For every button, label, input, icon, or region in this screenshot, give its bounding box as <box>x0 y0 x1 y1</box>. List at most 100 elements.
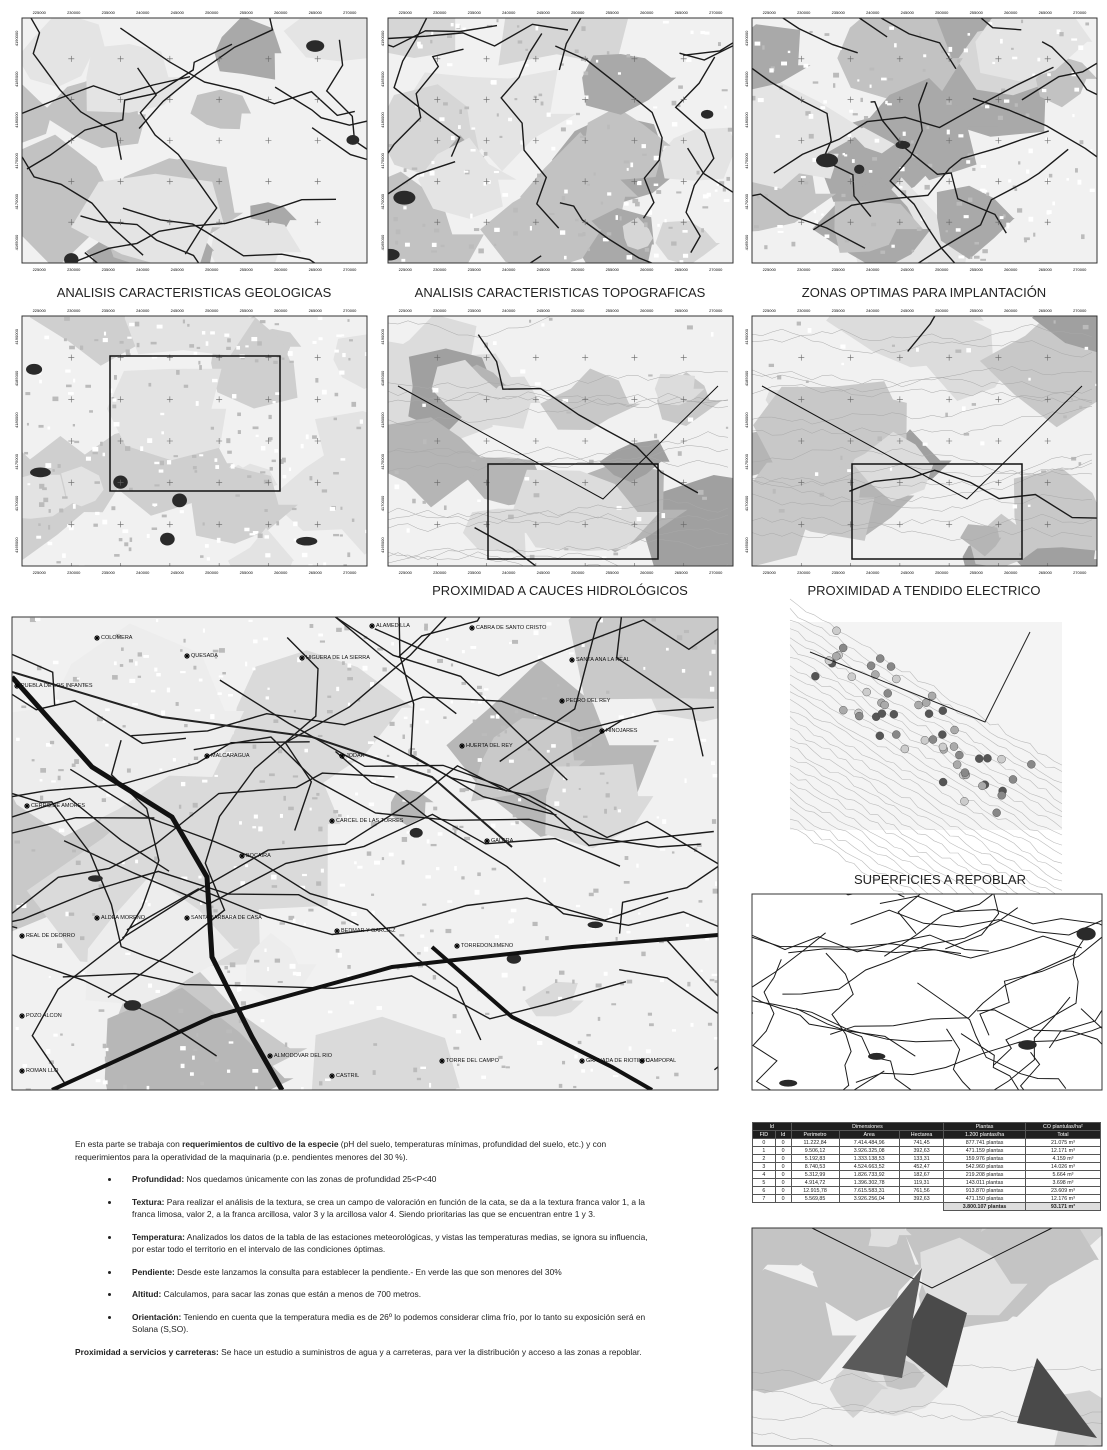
coord-label: 4170000 <box>380 495 385 511</box>
speckle <box>319 1081 322 1085</box>
speckle <box>1021 20 1023 24</box>
coord-label: 235000 <box>102 308 116 313</box>
closing-text: Se hace un estudio a suministros de agua… <box>219 1347 642 1357</box>
speckle <box>1029 217 1034 222</box>
speckle <box>412 167 417 169</box>
speckle <box>202 780 207 783</box>
speckle <box>420 1067 426 1069</box>
plot-point <box>939 707 947 715</box>
speckle <box>517 25 519 27</box>
criterion: Textura: Para realizar el análisis de la… <box>120 1196 657 1221</box>
speckle <box>870 85 872 88</box>
speckle <box>430 171 435 176</box>
speckle <box>493 341 497 345</box>
speckle <box>1017 208 1022 212</box>
speckle <box>275 959 280 963</box>
cell: 21.075 m³ <box>1025 1139 1100 1147</box>
coord-label: 235000 <box>102 10 116 15</box>
speckle <box>304 923 306 926</box>
speckle <box>325 1079 331 1082</box>
speckle <box>229 1041 234 1043</box>
coord-label: 4190000 <box>14 30 19 46</box>
speckle <box>422 404 426 407</box>
speckle <box>887 103 892 105</box>
water-body <box>1077 927 1096 940</box>
speckle <box>964 215 969 218</box>
speckle <box>891 245 894 248</box>
coord-label: 240000 <box>136 10 150 15</box>
speckle <box>541 323 544 326</box>
speckle <box>966 348 971 352</box>
speckle <box>660 978 664 982</box>
coord-label: 4180000 <box>14 112 19 128</box>
speckle <box>583 816 587 818</box>
speckle <box>338 814 342 817</box>
speckle <box>91 566 97 570</box>
speckle <box>927 126 930 129</box>
speckle <box>871 223 876 226</box>
criterion-label: Altitud: <box>132 1289 161 1299</box>
speckle <box>1059 32 1063 36</box>
speckle <box>671 241 676 245</box>
speckle <box>471 460 475 462</box>
coord-label: 4185000 <box>380 71 385 87</box>
speckle <box>711 332 714 337</box>
coord-label: 245000 <box>537 308 551 313</box>
speckle <box>176 702 179 706</box>
cell: 0 <box>775 1139 791 1147</box>
header-row: FIDIdPerimetroAreaHectarea1.200 plantas/… <box>753 1131 1101 1139</box>
speckle <box>471 127 475 129</box>
speckle <box>682 230 687 233</box>
speckle <box>617 506 622 510</box>
speckle <box>260 320 266 323</box>
speckle <box>103 1044 106 1048</box>
speckle <box>173 758 176 761</box>
speckle <box>433 975 436 979</box>
speckle <box>958 134 963 137</box>
speckle <box>672 101 677 106</box>
cell: 0 <box>775 1195 791 1203</box>
speckle <box>425 875 430 878</box>
coord-label: 4165000 <box>744 234 749 250</box>
water-body <box>816 153 838 167</box>
speckle <box>200 555 203 558</box>
speckle <box>484 152 488 156</box>
total-row: 3.800.107 plantas93.171 m³ <box>753 1203 1101 1211</box>
coord-label: 225000 <box>399 570 413 575</box>
criterion-label: Temperatura: <box>132 1232 185 1242</box>
speckle <box>958 256 964 259</box>
speckle <box>342 353 345 357</box>
speckle <box>82 972 85 974</box>
speckle <box>340 884 345 887</box>
coord-label: 270000 <box>1073 570 1087 575</box>
speckle <box>74 759 79 764</box>
coord-label: 235000 <box>468 267 482 272</box>
coord-label: 250000 <box>571 10 585 15</box>
speckle <box>833 73 839 78</box>
speckle <box>369 802 374 806</box>
speckle <box>596 984 602 988</box>
header-cell: Perimetro <box>791 1131 839 1139</box>
speckle <box>632 713 634 716</box>
speckle <box>664 219 666 222</box>
speckle <box>327 710 333 713</box>
speckle <box>147 534 150 538</box>
speckle <box>436 867 439 870</box>
speckle <box>707 193 711 197</box>
speckle <box>255 359 259 362</box>
speckle <box>227 451 232 454</box>
speckle <box>80 936 84 940</box>
speckle <box>417 952 421 955</box>
coord-label: 4175000 <box>744 152 749 168</box>
coord-label: 230000 <box>433 308 447 313</box>
header-cell: Area <box>839 1131 899 1139</box>
caption: ANALISIS CARACTERISTICAS TOPOGRAFICAS <box>415 285 706 300</box>
speckle <box>594 172 596 175</box>
speckle <box>426 720 429 723</box>
speckle <box>32 759 35 761</box>
speckle <box>272 401 275 403</box>
speckle <box>122 529 128 533</box>
speckle <box>312 341 316 344</box>
speckle <box>453 1047 459 1050</box>
speckle <box>1047 73 1051 76</box>
